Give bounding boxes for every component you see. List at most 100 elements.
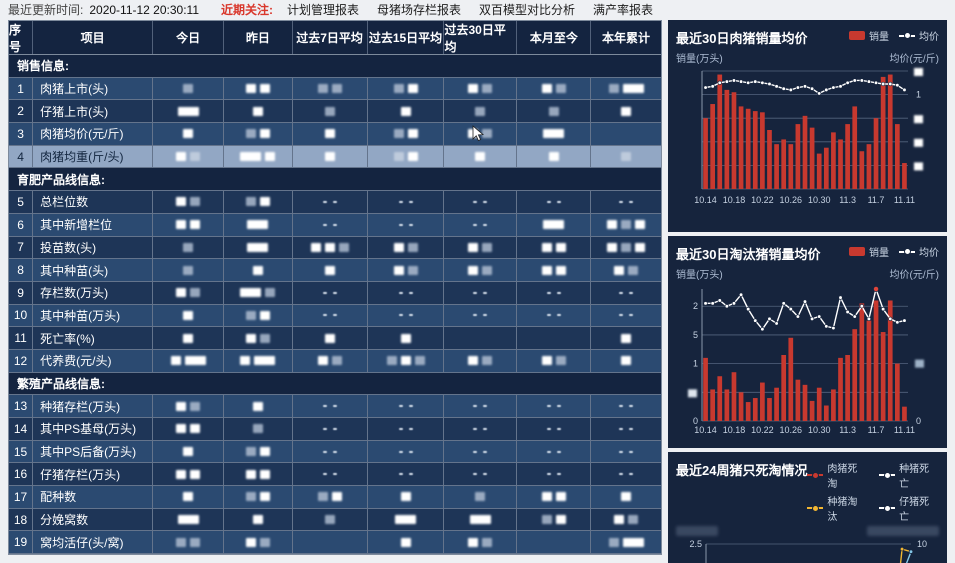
x-tick-label: 10.22 <box>751 195 774 205</box>
bar <box>781 139 787 189</box>
value-cell-redacted <box>368 508 445 531</box>
section-header-row: 繁殖产品线信息: <box>9 372 661 396</box>
value-cell-redacted <box>293 531 368 554</box>
table-row[interactable]: 18 分娩窝数 <box>9 508 661 532</box>
table-row[interactable]: 19 窝均活仔(头/窝) <box>9 531 661 555</box>
legend-item-均价[interactable]: 均价 <box>899 28 939 43</box>
row-label: 其中新增栏位 <box>33 213 154 236</box>
row-label: 肉猪均重(斤/头) <box>33 145 154 168</box>
legend-item-种猪死亡[interactable]: 种猪死亡 <box>879 460 939 490</box>
menu-item-0[interactable]: 计划管理报表 <box>287 3 360 17</box>
bar <box>703 357 708 421</box>
table-row[interactable]: 12 代养费(元/头) <box>9 349 661 373</box>
recent-focus-label: 近期关注: <box>221 3 273 17</box>
data-point <box>767 316 772 321</box>
value-cell-redacted <box>517 418 592 440</box>
y-tick-redacted <box>688 389 697 398</box>
row-number: 7 <box>9 236 34 259</box>
y-axis-label-right-redacted <box>867 526 939 536</box>
bar <box>788 144 794 189</box>
data-point <box>788 87 793 93</box>
table-row[interactable]: 13 种猪存栏(万头) <box>9 395 661 418</box>
row-number: 4 <box>9 145 34 168</box>
table-row[interactable]: 10 其中种苗(万头) <box>9 304 661 328</box>
value-cell-redacted <box>293 508 368 531</box>
value-cell-redacted <box>153 463 225 486</box>
row-number: 17 <box>9 486 34 508</box>
value-cell-redacted <box>293 145 368 168</box>
data-point <box>859 304 864 309</box>
table-row[interactable]: 2 仔猪上市(头) <box>9 100 661 124</box>
row-label: 配种数 <box>33 486 154 508</box>
legend-item-肉猪死淘[interactable]: 肉猪死淘 <box>807 460 867 490</box>
table-row[interactable]: 4 肉猪均重(斤/头) <box>9 145 661 169</box>
table-row[interactable]: 11 死亡率(%) <box>9 327 661 350</box>
table-row[interactable]: 1 肉猪上市(头) <box>9 77 661 101</box>
value-cell-redacted <box>444 440 518 463</box>
table-row[interactable]: 16 仔猪存栏(万头) <box>9 463 661 487</box>
chart-title: 最近30日淘汰猪销量均价 <box>676 247 821 262</box>
value-cell-redacted <box>591 441 661 463</box>
value-cell-redacted <box>591 509 661 531</box>
chart-legend: 肉猪死淘 种猪死亡 种猪淘汰 仔猪死亡 <box>807 460 939 523</box>
legend-item-销量[interactable]: 销量 <box>849 244 889 259</box>
bar <box>767 130 772 189</box>
value-cell-redacted <box>444 508 518 531</box>
row-number: 2 <box>9 100 34 123</box>
column-header: 过去15日平均 <box>368 21 445 54</box>
table-row[interactable]: 15 其中PS后备(万头) <box>9 440 661 464</box>
bar <box>745 108 751 189</box>
x-tick-label: 10.22 <box>751 425 774 435</box>
table-row[interactable]: 6 其中新增栏位 <box>9 213 661 237</box>
row-label: 仔猪上市(头) <box>33 100 154 123</box>
menu-item-3[interactable]: 满产率报表 <box>593 3 654 17</box>
row-label: 肉猪上市(头) <box>33 77 154 100</box>
bar <box>781 355 787 421</box>
value-cell-redacted <box>368 418 445 440</box>
top-info-bar: 最近更新时间: 2020-11-12 20:30:11 近期关注: 计划管理报表… <box>8 0 947 19</box>
table-row[interactable]: 17 配种数 <box>9 486 661 509</box>
value-cell-redacted <box>368 463 445 486</box>
value-cell-redacted <box>591 78 661 100</box>
column-header: 序号 <box>9 21 34 54</box>
menu-item-1[interactable]: 母猪场存栏报表 <box>377 3 462 17</box>
row-label: 总栏位数 <box>33 191 154 213</box>
chart-panel-cull-sales: 最近30日淘汰猪销量均价 销量 均价 销量(万头) 均价(元/斤) 2 5 1 0 0 10… <box>668 236 947 448</box>
value-cell-redacted <box>368 395 445 417</box>
data-point <box>710 301 715 306</box>
table-row[interactable]: 8 其中种苗(头) <box>9 259 661 282</box>
value-cell-redacted <box>444 191 518 213</box>
row-label: 其中种苗(万头) <box>33 304 154 327</box>
value-cell-redacted <box>224 418 293 440</box>
value-cell-redacted <box>444 304 518 327</box>
legend-item-均价[interactable]: 均价 <box>899 244 939 259</box>
bar <box>710 104 716 189</box>
value-cell-redacted <box>368 440 445 463</box>
table-row[interactable]: 9 存栏数(万头) <box>9 281 661 305</box>
value-cell-redacted <box>444 531 518 554</box>
row-number: 12 <box>9 349 34 372</box>
table-row[interactable]: 7 投苗数(头) <box>9 236 661 260</box>
bar <box>859 151 865 189</box>
value-cell-redacted <box>591 259 661 281</box>
menu-item-2[interactable]: 双百模型对比分析 <box>479 3 576 17</box>
value-cell-redacted <box>293 418 368 440</box>
line-series <box>899 548 912 563</box>
table-row[interactable]: 14 其中PS基母(万头) <box>9 418 661 441</box>
value-cell-redacted <box>224 236 293 259</box>
legend-item-仔猪死亡[interactable]: 仔猪死亡 <box>879 493 939 523</box>
data-point <box>852 314 857 319</box>
value-cell-redacted <box>368 327 445 349</box>
legend-bar-swatch <box>849 31 865 40</box>
value-cell-redacted <box>224 77 293 100</box>
table-body: 销售信息: 1 肉猪上市(头) 2 仔猪上市(头) 3 肉猪均价(元/斤) 4 肉猪均重(斤/头… <box>9 55 661 555</box>
row-label: 存栏数(万头) <box>33 281 154 304</box>
table-row[interactable]: 5 总栏位数 <box>9 191 661 214</box>
chart-legend: 销量 均价 <box>849 244 939 259</box>
table-row[interactable]: 3 肉猪均价(元/斤) <box>9 123 661 146</box>
value-cell-redacted <box>591 305 661 327</box>
legend-item-种猪淘汰[interactable]: 种猪淘汰 <box>807 493 867 523</box>
legend-item-销量[interactable]: 销量 <box>849 28 889 43</box>
row-label: 死亡率(%) <box>33 327 154 349</box>
